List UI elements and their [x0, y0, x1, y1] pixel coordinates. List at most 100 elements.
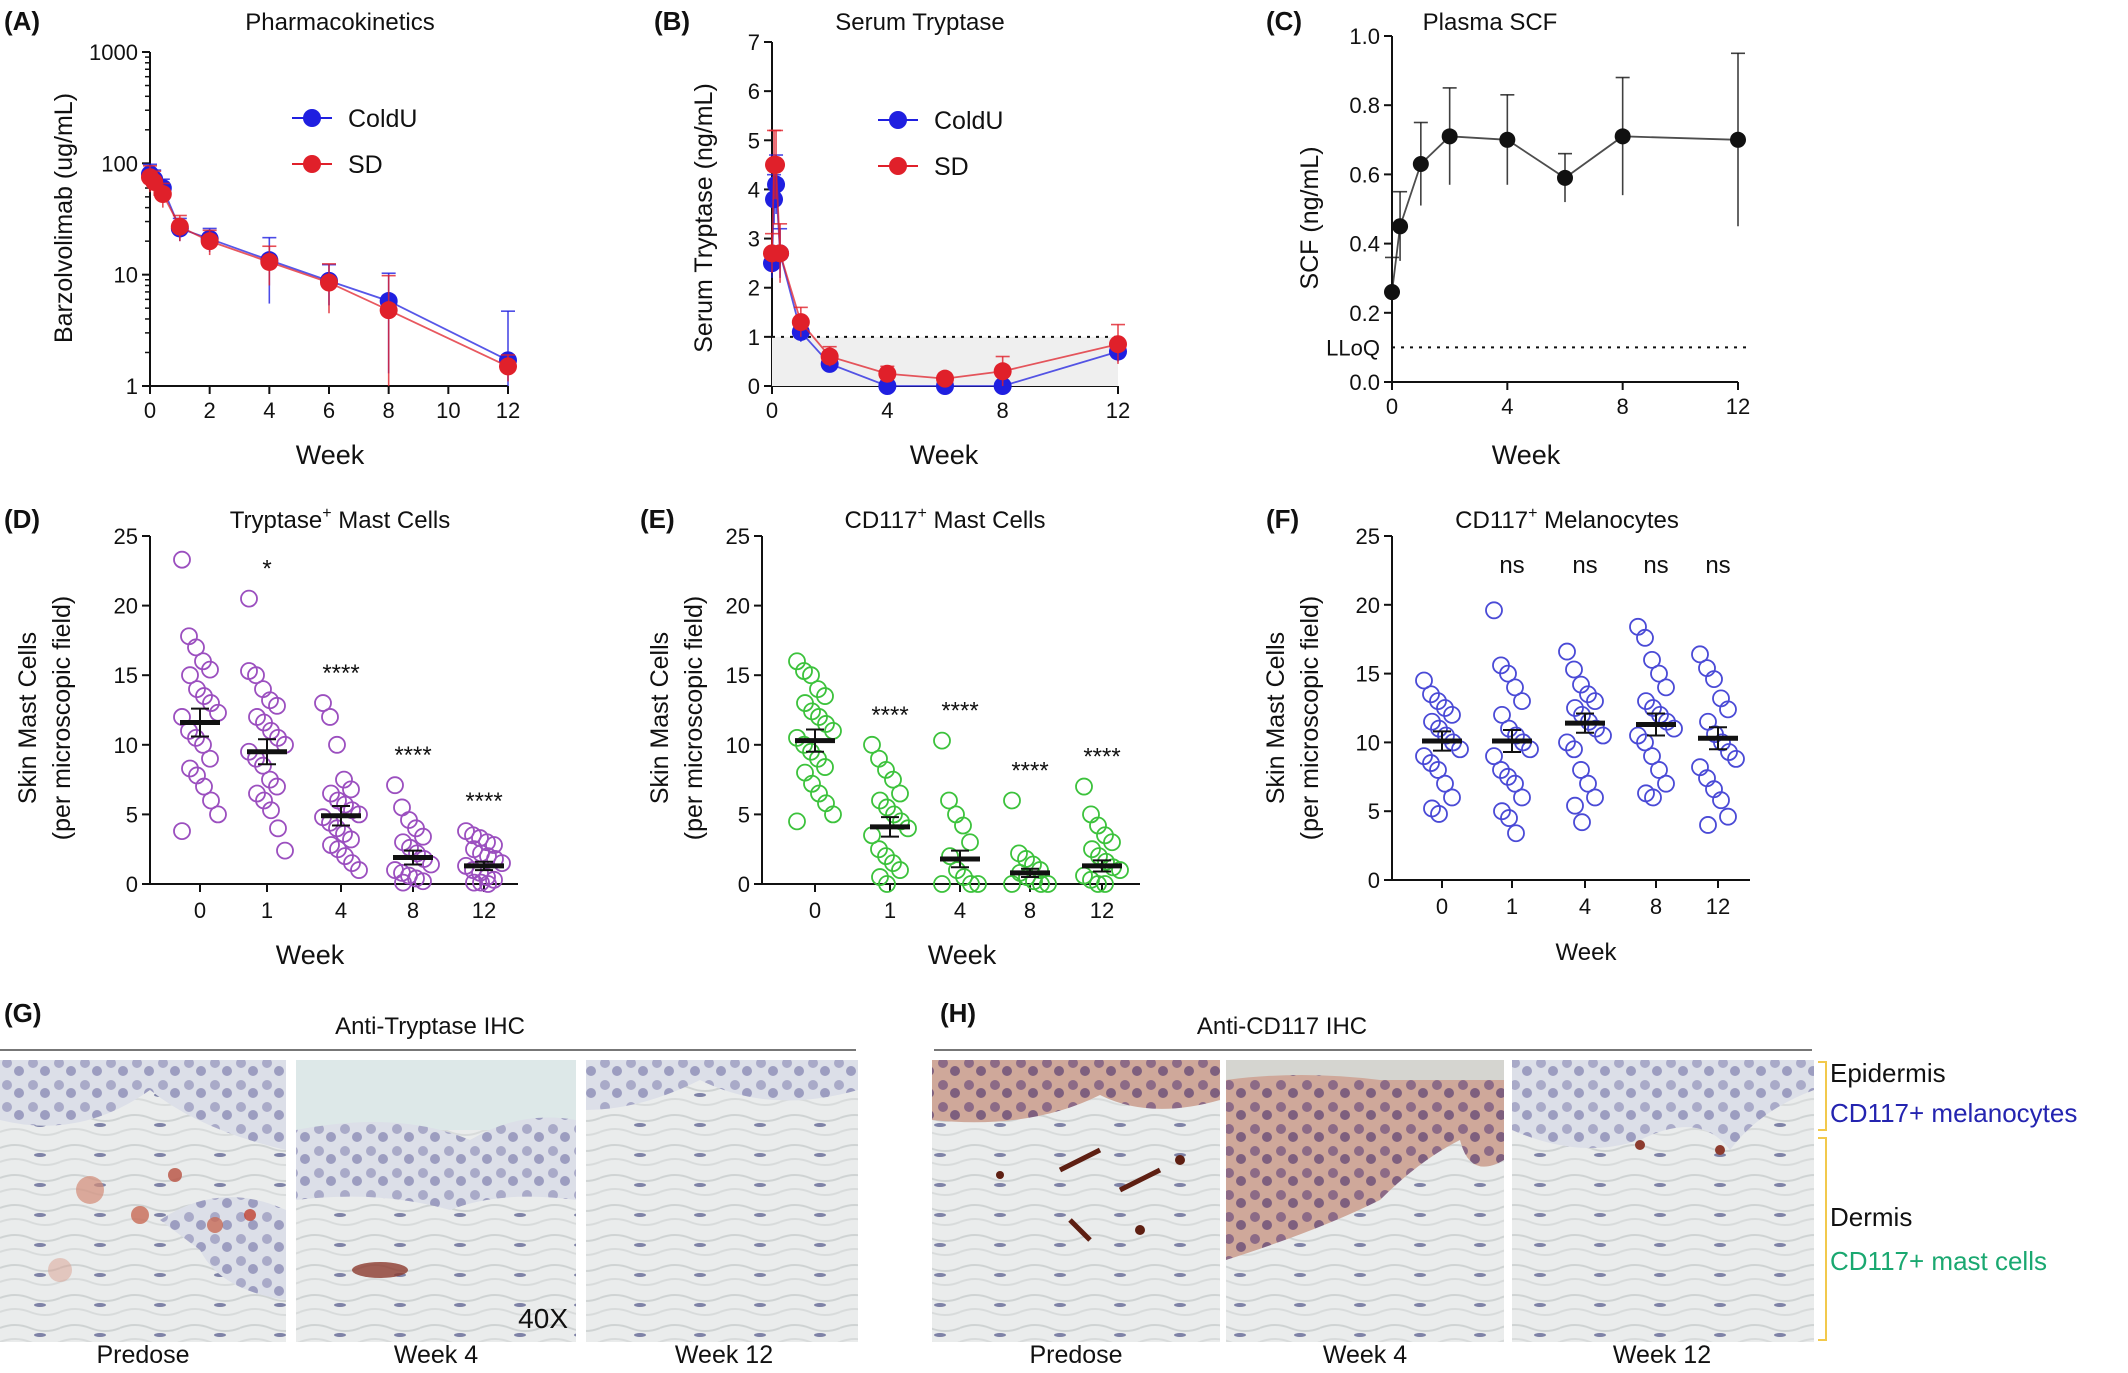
panel-d-data-point	[328, 735, 346, 754]
panel-f-data-point	[1699, 816, 1717, 834]
panel-d-significance-label: ****	[322, 660, 359, 687]
panel-e-data-point	[871, 868, 889, 886]
panel-a-data-point	[499, 357, 517, 376]
panel-d-data-point	[465, 873, 483, 892]
panel-c-lloq-label: LLoQ	[1326, 335, 1380, 360]
panel-c-letter: (C)	[1266, 6, 1302, 36]
panel-d-title-main: Tryptase	[230, 507, 322, 534]
panel-e-data-point	[802, 666, 820, 685]
panel-a-xtick-label: 4	[263, 398, 275, 423]
panel-d-data-point	[180, 627, 198, 646]
panel-f-data-point	[1485, 601, 1503, 620]
panel-b-xtick-label: 4	[881, 398, 893, 423]
panel-d-tryptase-mast-cells: (D) Tryptase+ Mast Cells Week Skin Mast …	[4, 504, 518, 970]
panel-a-data-point	[153, 185, 172, 204]
panel-e-ytick-label: 0	[738, 872, 750, 897]
panel-b-ytick-label: 6	[748, 79, 760, 104]
panel-d-data-point	[322, 784, 340, 803]
panel-c-plot-area: 0.0 0.2 0.4 0.6 0.8 1.0 0 4 8 12 LLoQ	[1326, 24, 1750, 419]
panel-e-significance-label: ****	[1083, 744, 1120, 771]
micrograph-g-week12	[586, 1060, 858, 1342]
panel-c-data-point	[1392, 218, 1409, 235]
panel-e-data-point	[948, 861, 966, 879]
panel-e-data-point	[788, 728, 806, 747]
panel-e-xtick-label: 4	[954, 898, 966, 923]
panel-c-plasma-scf: (C) Plasma SCF Week SCF (ng/mL) 0.00.20.…	[1266, 6, 1750, 470]
panel-f-ytick-label: 15	[1356, 662, 1380, 687]
panel-a-plot-area: 1 10 100 1000 0 2 4 6 8 10 12 ColdU SD	[89, 40, 520, 423]
panel-d-significance-label: ****	[465, 788, 502, 815]
panel-e-data-point	[1003, 791, 1021, 810]
panel-f-data-point	[1719, 700, 1737, 719]
caption-g-week12: Week 12	[675, 1341, 773, 1369]
panel-f-xtick-label: 4	[1579, 894, 1591, 919]
panel-b-xtick-label: 0	[766, 398, 778, 423]
panel-f-data-point	[1485, 747, 1503, 766]
panel-b-xtick-label: 12	[1106, 398, 1130, 423]
panel-a-xtick-label: 8	[383, 398, 395, 423]
panel-e-data-point	[1003, 875, 1021, 893]
panel-e-data-point	[871, 791, 889, 810]
panel-f-data-point	[1650, 664, 1668, 683]
panel-f-data-point	[1430, 719, 1448, 738]
panel-f-significance-label: ns	[1705, 552, 1730, 579]
panel-f-data-point	[1705, 670, 1723, 689]
panel-h-cd117-ihc: (H) Anti-CD117 IHC Predose Week 4 Week 1…	[932, 998, 2077, 1369]
panel-f-data-point	[1423, 712, 1441, 731]
panel-d-data-point	[248, 708, 266, 726]
panel-e-data-point	[1083, 840, 1101, 859]
panel-d-data-point	[202, 791, 220, 810]
micrograph-h-week12	[1512, 1060, 1814, 1342]
panel-d-ytick-label: 5	[126, 802, 138, 827]
panel-d-letter: (D)	[4, 504, 40, 534]
panel-d-data-point	[187, 728, 205, 747]
panel-e-significance-label: ****	[871, 702, 908, 729]
panel-d-data-point	[485, 836, 503, 854]
panel-d-data-point	[414, 827, 432, 846]
panel-d-data-point	[195, 687, 213, 705]
panel-d-data-point	[350, 861, 368, 879]
panel-e-significance-label: ****	[1011, 757, 1048, 784]
panel-d-data-point	[173, 550, 191, 569]
panel-a-xtick-label: 12	[496, 398, 520, 423]
panel-e-ytick-label: 20	[726, 594, 750, 619]
magnification-label: 40X	[518, 1303, 568, 1334]
panel-g-title: Anti-Tryptase IHC	[335, 1013, 525, 1040]
panel-e-ylabel-1: Skin Mast Cells	[646, 632, 674, 804]
panel-d-data-point	[248, 784, 266, 803]
panel-c-xtick-label: 12	[1726, 394, 1750, 419]
panel-d-data-point	[328, 819, 346, 838]
panel-b-data-point	[878, 364, 897, 383]
panel-b-reference-band	[772, 336, 1118, 386]
panel-f-data-point	[1513, 692, 1531, 711]
panel-b-data-point	[993, 362, 1012, 381]
panel-b-ylabel: Serum Tryptase (ng/mL)	[690, 83, 718, 353]
panel-d-data-point	[181, 759, 199, 778]
panel-e-title-main: CD117	[845, 507, 918, 534]
panel-a-data-point	[170, 217, 189, 236]
panel-f-data-point	[1429, 761, 1447, 779]
panel-e-data-point	[795, 735, 813, 754]
panel-e-data-point	[884, 770, 902, 789]
panel-c-series-line	[1391, 135, 1739, 293]
panel-f-data-point	[1436, 774, 1454, 793]
panel-d-data-point	[342, 830, 360, 849]
panel-d-title-sup: +	[322, 505, 331, 522]
panel-f-data-point	[1658, 712, 1676, 731]
panel-d-data-point	[394, 873, 412, 892]
panel-f-cd117-melanocytes: (F) CD117+ Melanocytes Week Skin Mast Ce…	[1262, 504, 1750, 966]
panel-e-ytick-label: 10	[726, 733, 750, 758]
panel-d-data-point	[269, 819, 287, 838]
panel-f-data-point	[1720, 743, 1738, 761]
panel-e-ytick-label: 5	[738, 802, 750, 827]
panel-e-data-point	[877, 847, 895, 866]
panel-e-xtick-label: 0	[809, 898, 821, 923]
panel-b-title: Serum Tryptase	[835, 9, 1004, 36]
panel-a-title: Pharmacokinetics	[245, 9, 434, 36]
panel-c-data-point	[1441, 128, 1458, 145]
panel-e-xlabel: Week	[928, 940, 997, 970]
panel-f-title-rest: Melanocytes	[1537, 507, 1678, 534]
panel-f-data-point	[1507, 824, 1525, 843]
panel-f-xtick-label: 12	[1706, 894, 1730, 919]
panel-f-ytick-label: 25	[1356, 524, 1380, 549]
